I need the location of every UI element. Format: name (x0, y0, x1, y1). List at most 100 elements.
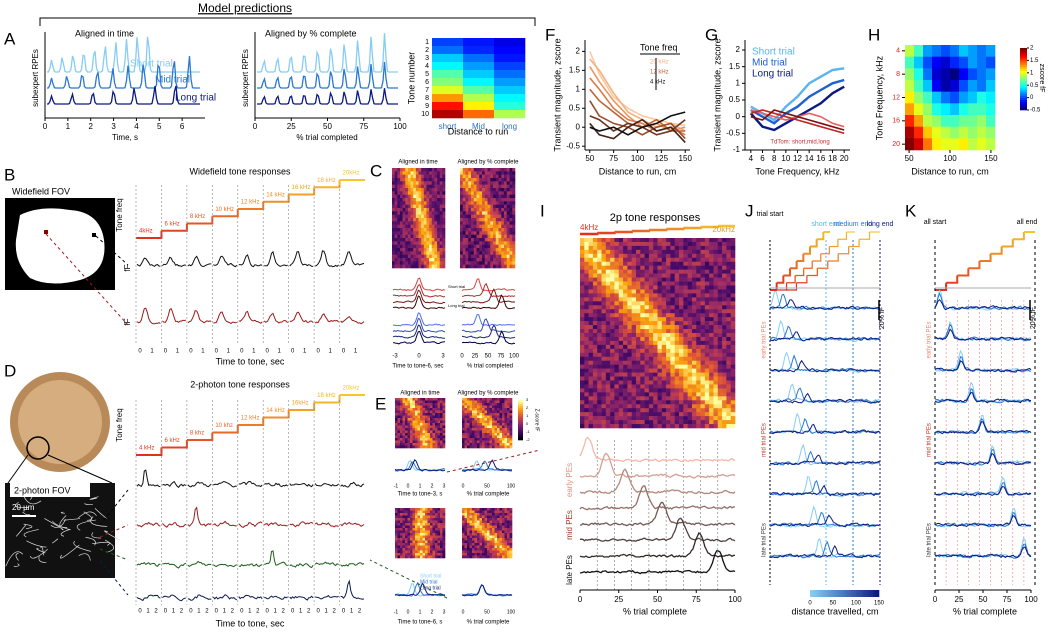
raster-cell (501, 191, 505, 195)
colorbar-cell (518, 436, 523, 439)
raster-cell (648, 269, 654, 274)
raster-cell (498, 218, 502, 222)
x-tick-label: 50 (905, 154, 914, 163)
raster-cell (405, 408, 408, 411)
raster-cell (465, 234, 469, 239)
colorbar-tick-label: -2 (526, 437, 530, 442)
raster-cell (474, 410, 478, 414)
raster-cell (415, 204, 419, 209)
x-tick-label: 8 (772, 154, 777, 163)
panel-letter: C (370, 161, 382, 180)
raster-cell (504, 188, 508, 192)
tone-step (614, 230, 633, 234)
raster-cell (467, 398, 470, 401)
tone-label: 10 khz (215, 423, 233, 429)
raster-cell (399, 251, 403, 255)
raster-cell (644, 400, 650, 405)
raster-cell (482, 518, 485, 521)
raster-cell (679, 273, 684, 278)
raster-cell (489, 518, 493, 521)
raster-cell (605, 396, 611, 401)
raster-cell (482, 550, 485, 554)
raster-cell (631, 241, 637, 247)
raster-cell (410, 214, 414, 219)
raster-cell (493, 261, 497, 265)
raster-cell (487, 440, 490, 444)
raster-cell (431, 188, 435, 192)
raster-cell (397, 238, 401, 242)
raster-cell (410, 224, 414, 229)
raster-cell (666, 305, 671, 310)
raster-cell (691, 333, 697, 338)
trace (187, 255, 212, 267)
raster-cell (423, 218, 427, 222)
raster-cell (498, 191, 502, 195)
raster-cell (413, 181, 417, 185)
raster-cell (442, 218, 446, 222)
raster-cell (631, 313, 637, 318)
raster-cell (580, 309, 585, 314)
raster-cell (487, 194, 491, 199)
raster-cell (464, 530, 468, 534)
raster-cell (432, 545, 436, 549)
raster-cell (471, 198, 475, 202)
raster-cell (635, 293, 641, 298)
raster-cell (506, 248, 510, 252)
raster-cell (474, 430, 478, 434)
raster-cell (394, 258, 398, 262)
raster-cell (394, 178, 398, 182)
heat-cell (959, 80, 969, 92)
raster-cell (509, 515, 513, 519)
raster-cell (407, 201, 411, 205)
raster-cell (709, 241, 714, 247)
raster-cell (407, 433, 411, 436)
raster-cell (726, 253, 731, 259)
raster-cell (683, 253, 688, 259)
heat-cell (968, 68, 978, 81)
raster-cell (627, 321, 632, 326)
heat-cell (914, 126, 924, 139)
raster-cell (501, 258, 505, 262)
raster-cell (679, 368, 684, 373)
raster-cell (722, 273, 727, 278)
raster-cell (498, 181, 502, 185)
raster-cell (580, 241, 585, 247)
raster-cell (661, 329, 667, 334)
raster-cell (504, 543, 508, 546)
raster-cell (462, 415, 465, 419)
heat-cell (950, 80, 960, 92)
raster-cell (657, 317, 663, 322)
raster-cell (614, 253, 620, 259)
raster-cell (431, 218, 435, 222)
raster-cell (464, 440, 468, 444)
raster-cell (437, 184, 440, 189)
raster-cell (674, 253, 680, 259)
raster-cell (422, 548, 426, 551)
trace (461, 282, 516, 298)
raster-cell (580, 392, 585, 397)
raster-cell (479, 264, 483, 269)
raster-cell (687, 396, 693, 401)
raster-cell (417, 410, 421, 414)
raster-cell (597, 356, 602, 362)
raster-cell (597, 340, 602, 346)
raster-cell (442, 234, 446, 239)
raster-cell (410, 261, 414, 265)
raster-cell (464, 433, 468, 436)
raster-cell (469, 543, 473, 546)
raster-cell (442, 168, 446, 172)
dendrite (13, 563, 20, 568)
raster-cell (477, 435, 480, 439)
raster-cell (490, 218, 494, 222)
colorbar-cell (1020, 85, 1027, 88)
colorbar-cell (1020, 95, 1027, 98)
raster-cell (392, 184, 395, 189)
raster-cell (464, 420, 468, 424)
raster-cell (397, 251, 401, 255)
raster-cell (465, 241, 469, 245)
raster-cell (635, 368, 641, 373)
raster-cell (427, 435, 431, 439)
raster-cell (696, 388, 701, 393)
raster-cell (635, 273, 641, 278)
raster-cell (504, 258, 508, 262)
